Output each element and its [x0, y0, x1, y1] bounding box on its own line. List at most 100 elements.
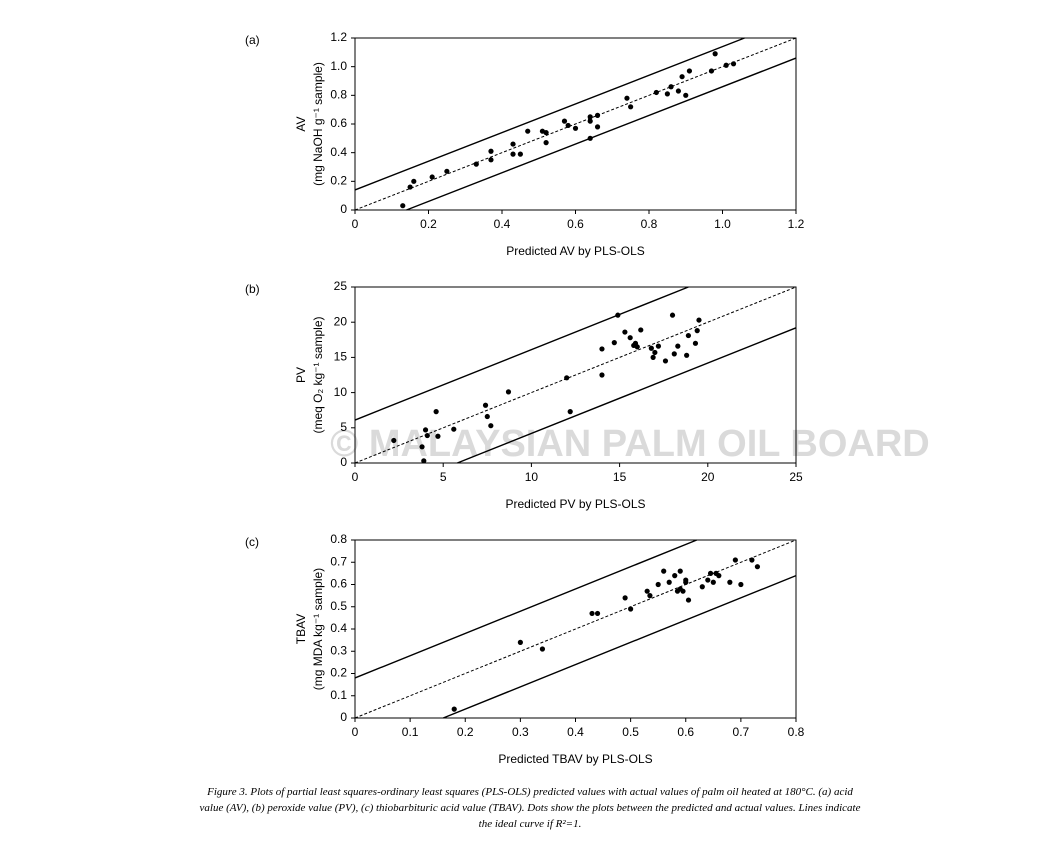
data-point: [543, 140, 549, 146]
data-point: [707, 570, 714, 576]
x-tick-label: 0.8: [641, 217, 658, 231]
y-tick-label: 0.4: [330, 145, 347, 159]
data-point: [594, 124, 601, 130]
figure: © MALAYSIAN PALM OIL BOARD 0 0.2 0.4 0.6 0.8…: [245, 30, 930, 766]
y-tick-label: 0.2: [330, 174, 347, 188]
data-point: [671, 351, 677, 357]
reference-line: [457, 327, 797, 464]
data-point: [675, 88, 682, 94]
data-point: [624, 95, 630, 101]
data-point: [435, 433, 441, 439]
panel-label: (a): [245, 33, 260, 47]
data-point: [567, 409, 573, 415]
data-point: [653, 89, 659, 96]
data-point: [587, 135, 593, 141]
x-tick-label: 25: [789, 470, 803, 484]
data-point: [664, 91, 670, 97]
data-point: [422, 427, 429, 433]
data-point: [662, 358, 669, 364]
data-point: [444, 168, 450, 174]
data-point: [572, 125, 579, 131]
y-tick-label: 20: [334, 314, 348, 328]
y-tick-label: 25: [334, 279, 348, 293]
data-point: [510, 151, 516, 157]
data-point: [710, 579, 716, 585]
reference-line: [406, 57, 797, 211]
data-point: [510, 141, 516, 147]
caption: Figure 3. Plots of partial least squares…: [199, 786, 861, 830]
data-point: [705, 577, 711, 583]
data-point: [539, 646, 546, 652]
data-point: [661, 568, 667, 574]
x-tick-label: 1.0: [714, 217, 731, 231]
data-point: [419, 444, 425, 450]
data-point: [628, 606, 634, 612]
data-point: [565, 122, 571, 129]
data-point: [648, 345, 654, 351]
x-axis-label: Predicted AV by PLS-OLS: [506, 244, 645, 258]
x-tick-label: 0.4: [567, 725, 584, 739]
data-point: [627, 335, 633, 341]
data-point: [400, 203, 406, 209]
y-tick-label: 0.3: [330, 643, 347, 657]
x-tick-label: 0: [352, 725, 359, 739]
data-point: [433, 409, 439, 415]
data-point: [599, 372, 605, 378]
y-axis-label: PV: [294, 367, 308, 383]
data-point: [594, 610, 601, 617]
data-point: [685, 597, 692, 603]
data-point: [525, 128, 531, 134]
reference-line: [354, 286, 797, 464]
data-point: [599, 346, 605, 352]
data-point: [488, 148, 494, 154]
y-tick-label: 10: [334, 385, 348, 399]
data-point: [679, 74, 685, 80]
data-point: [421, 458, 427, 464]
data-point: [683, 92, 689, 98]
y-axis-label: AV: [294, 116, 308, 131]
plot-frame: [354, 286, 797, 464]
data-point: [543, 130, 549, 136]
x-tick-label: 0.2: [420, 217, 437, 231]
y-tick-label: 0: [340, 455, 347, 469]
x-tick-label: 5: [440, 470, 447, 484]
data-point: [727, 579, 733, 585]
y-axis-label: (mg NaOH g⁻¹ sample): [311, 62, 325, 186]
data-point: [451, 426, 457, 432]
x-tick-label: 0: [352, 217, 359, 231]
data-point: [517, 151, 523, 157]
data-point: [652, 349, 658, 356]
data-point: [615, 312, 621, 318]
x-tick-label: 0.7: [733, 725, 750, 739]
data-point: [564, 375, 570, 381]
data-point: [634, 344, 640, 350]
x-tick-label: 15: [613, 470, 627, 484]
data-point: [411, 178, 417, 184]
data-point: [594, 112, 601, 118]
y-tick-label: 0.1: [330, 688, 347, 702]
y-tick-label: 0.4: [330, 621, 347, 635]
data-point: [712, 51, 718, 57]
data-point: [650, 354, 656, 360]
data-point: [505, 389, 512, 395]
data-point: [749, 557, 755, 563]
data-point: [685, 332, 691, 339]
y-tick-label: 0.2: [330, 666, 347, 680]
y-tick-label: 1.0: [330, 59, 347, 73]
y-tick-label: 0.5: [330, 599, 347, 613]
reference-line: [354, 539, 698, 679]
data-point: [587, 118, 593, 124]
x-axis-label: Predicted TBAV by PLS-OLS: [498, 752, 652, 766]
x-axis-label: Predicted PV by PLS-OLS: [505, 497, 645, 511]
data-point: [622, 595, 628, 601]
data-point: [638, 327, 644, 333]
data-point: [424, 432, 430, 439]
watermark: © MALAYSIAN PALM OIL BOARD: [330, 423, 929, 465]
data-point: [677, 568, 683, 574]
data-point: [391, 437, 397, 444]
data-point: [730, 61, 737, 67]
x-tick-label: 1.2: [788, 217, 805, 231]
x-tick-label: 20: [701, 470, 715, 484]
y-tick-label: 0.6: [330, 116, 347, 130]
